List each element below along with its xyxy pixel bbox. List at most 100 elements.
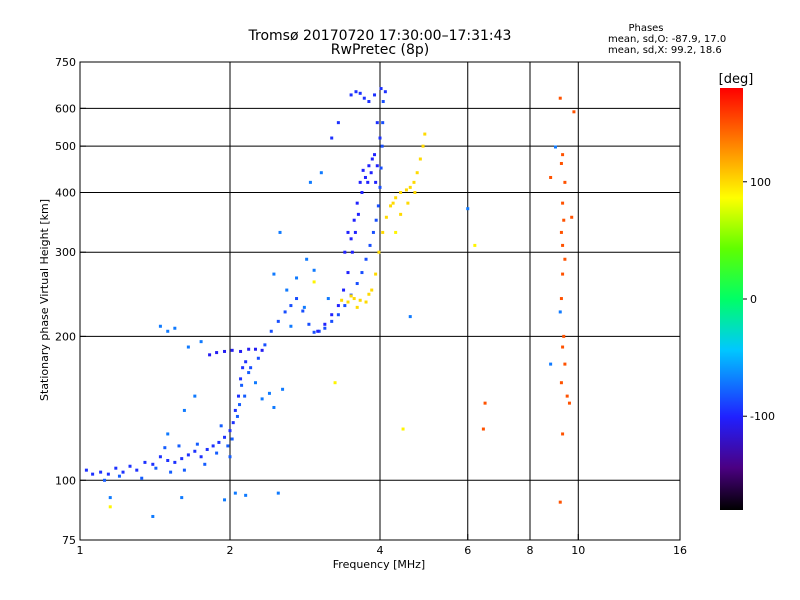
data-point: [358, 298, 362, 302]
data-point: [158, 455, 162, 459]
colorbar-label: [deg]: [719, 72, 754, 87]
data-point: [375, 121, 379, 125]
data-point: [151, 462, 155, 466]
data-point: [302, 305, 306, 309]
data-point: [412, 180, 416, 184]
data-point: [239, 377, 243, 381]
data-point: [173, 460, 177, 464]
data-point: [352, 218, 356, 222]
data-point: [158, 324, 162, 328]
data-point: [558, 310, 562, 314]
data-point: [163, 446, 167, 450]
data-point: [343, 304, 347, 308]
data-point: [215, 351, 219, 355]
data-point: [260, 348, 264, 352]
data-point: [208, 353, 212, 357]
data-point: [295, 276, 299, 280]
data-point: [565, 394, 569, 398]
data-point: [253, 347, 257, 351]
data-point: [169, 470, 173, 474]
data-point: [289, 324, 293, 328]
data-point: [373, 93, 377, 97]
data-point: [235, 414, 239, 418]
data-point: [473, 243, 477, 247]
data-point: [330, 319, 334, 323]
data-point: [244, 493, 248, 497]
data-point: [226, 444, 230, 448]
data-point: [346, 271, 350, 275]
data-point: [236, 394, 240, 398]
data-point: [481, 427, 485, 431]
data-point: [285, 288, 289, 292]
data-point: [238, 403, 242, 407]
data-point: [117, 474, 121, 478]
data-point: [228, 429, 232, 433]
data-point: [356, 212, 360, 216]
colorbar-ticks: 100 0 -100: [743, 176, 775, 423]
data-point: [205, 447, 209, 451]
data-point: [561, 201, 565, 205]
data-point: [421, 144, 425, 148]
data-point: [401, 427, 405, 431]
data-point: [260, 397, 264, 401]
data-point: [272, 272, 276, 276]
data-point: [379, 87, 383, 91]
data-point: [99, 470, 103, 474]
data-point: [343, 250, 347, 254]
chart-subtitle: RwPretec (8p): [331, 42, 429, 58]
data-point: [323, 326, 327, 330]
data-point: [567, 401, 571, 405]
data-point: [340, 298, 344, 302]
data-point: [267, 391, 271, 395]
data-point: [240, 383, 244, 387]
y-tick-label: 200: [55, 330, 76, 343]
phases-x-stats: mean, sd,X: 99.2, 18.6: [608, 45, 722, 56]
data-point: [369, 171, 373, 175]
data-point: [408, 185, 412, 189]
y-tick-label: 400: [55, 186, 76, 199]
data-point: [562, 334, 566, 338]
data-point: [355, 305, 359, 309]
data-point: [391, 201, 395, 205]
data-point: [135, 468, 139, 472]
data-point: [362, 96, 366, 100]
data-point: [549, 362, 553, 366]
x-tick-label: 16: [673, 544, 687, 557]
data-point: [121, 470, 125, 474]
data-point: [103, 478, 107, 482]
y-tick-label: 750: [55, 56, 76, 69]
data-point: [379, 166, 383, 170]
data-point: [483, 401, 487, 405]
data-point: [418, 157, 422, 161]
data-point: [378, 185, 382, 189]
x-tick-label: 6: [464, 544, 471, 557]
data-point: [562, 218, 566, 222]
data-point: [228, 455, 232, 459]
axis-ticks: 1 2 4 6 8 10 16 75 100 200 300 400 500 600 750: [55, 56, 687, 557]
data-point: [233, 408, 237, 412]
data-point: [363, 175, 367, 179]
data-point: [128, 464, 132, 468]
y-axis-label: Stationary phase Virtual Height [km]: [38, 199, 51, 401]
data-point: [239, 349, 243, 353]
data-point: [253, 381, 257, 385]
data-point: [563, 257, 567, 261]
data-point: [423, 132, 427, 136]
data-point: [114, 466, 118, 470]
data-point: [230, 437, 234, 441]
data-point: [389, 204, 393, 208]
data-point: [349, 93, 353, 97]
data-point: [295, 297, 299, 301]
data-point: [143, 460, 147, 464]
x-tick-label: 8: [527, 544, 534, 557]
data-point: [559, 381, 563, 385]
data-point: [312, 280, 316, 284]
data-point: [404, 188, 408, 192]
data-point: [370, 288, 374, 292]
data-point: [466, 207, 470, 211]
data-point: [413, 190, 417, 194]
data-point: [319, 171, 323, 175]
data-point: [333, 381, 337, 385]
data-point: [349, 294, 353, 298]
